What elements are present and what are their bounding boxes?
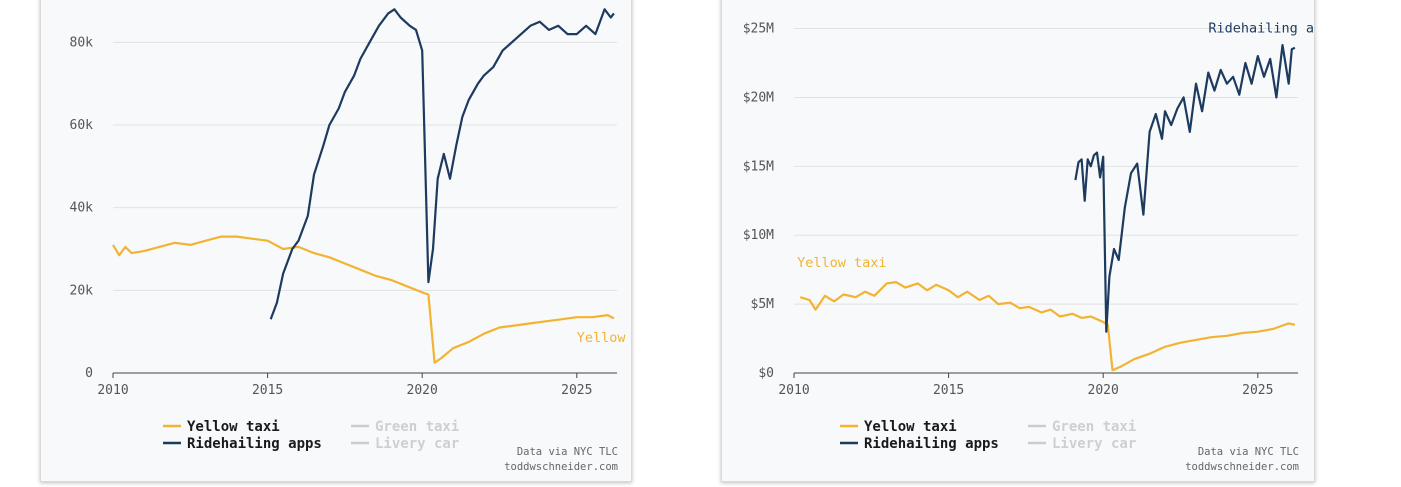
legend-item-green-taxi[interactable]: Green taxi (375, 419, 459, 435)
y-tick-label: $10M (743, 228, 774, 243)
legend-item-green-taxi[interactable]: Green taxi (1052, 419, 1136, 435)
x-tick-label: 2025 (561, 383, 592, 398)
x-tick-label: 2020 (407, 383, 438, 398)
x-tick-label: 2025 (1242, 383, 1273, 398)
legend-item-livery-car[interactable]: Livery car (1052, 436, 1136, 452)
legend-item-yellow-taxi[interactable]: Yellow taxi (864, 419, 957, 435)
y-tick-label: $0 (758, 366, 774, 381)
x-tick-label: 2010 (778, 383, 809, 398)
x-tick-label: 2015 (933, 383, 964, 398)
y-tick-label: 20k (70, 283, 94, 298)
series-annotation: Yellow taxi (797, 255, 886, 271)
credit-site: toddwschneider.com (1185, 461, 1299, 473)
rides-chart: 0 20k 40k 60k 80k 2010 2015 2020 2025 Yellow taxi… (70, 8, 632, 473)
fares-chart: $0 $5M $10M $15M $20M $25M 2010 2015 2020 2025 Yel… (743, 21, 1315, 473)
credit-site: toddwschneider.com (504, 461, 618, 473)
credit-data-source: Data via NYC TLC (1198, 446, 1299, 458)
legend-item-ridehailing[interactable]: Ridehailing apps (864, 436, 999, 452)
x-tick-label: 2010 (97, 383, 128, 398)
y-tick-label: 40k (70, 201, 94, 216)
credit-data-source: Data via NYC TLC (517, 446, 618, 458)
legend-item-ridehailing[interactable]: Ridehailing apps (187, 436, 322, 452)
y-tick-label: $25M (743, 22, 774, 37)
series-annotation: Yellow taxi (577, 330, 632, 346)
series-annotation: Ridehailing apps (1208, 21, 1315, 37)
y-tick-label: 0 (85, 366, 93, 381)
chart-panel-fares: $0 $5M $10M $15M $20M $25M 2010 2015 2020 2025 Yel… (721, 0, 1315, 482)
y-tick-label: $15M (743, 159, 774, 174)
y-tick-label: 60k (70, 118, 94, 133)
legend-item-yellow-taxi[interactable]: Yellow taxi (187, 419, 280, 435)
y-tick-label: $20M (743, 90, 774, 105)
chart-panel-rides: 0 20k 40k 60k 80k 2010 2015 2020 2025 Yellow taxi… (40, 0, 632, 482)
y-tick-label: 80k (70, 35, 94, 50)
series-line-yellow-taxi (112, 235, 615, 364)
series-line-yellow-taxi (799, 281, 1296, 372)
series-line-ridehailing-apps (269, 8, 615, 320)
x-tick-label: 2015 (252, 383, 283, 398)
legend-item-livery-car[interactable]: Livery car (375, 436, 459, 452)
y-tick-label: $5M (751, 297, 775, 312)
x-tick-label: 2020 (1088, 383, 1119, 398)
series-line-ridehailing-apps (1074, 43, 1296, 333)
